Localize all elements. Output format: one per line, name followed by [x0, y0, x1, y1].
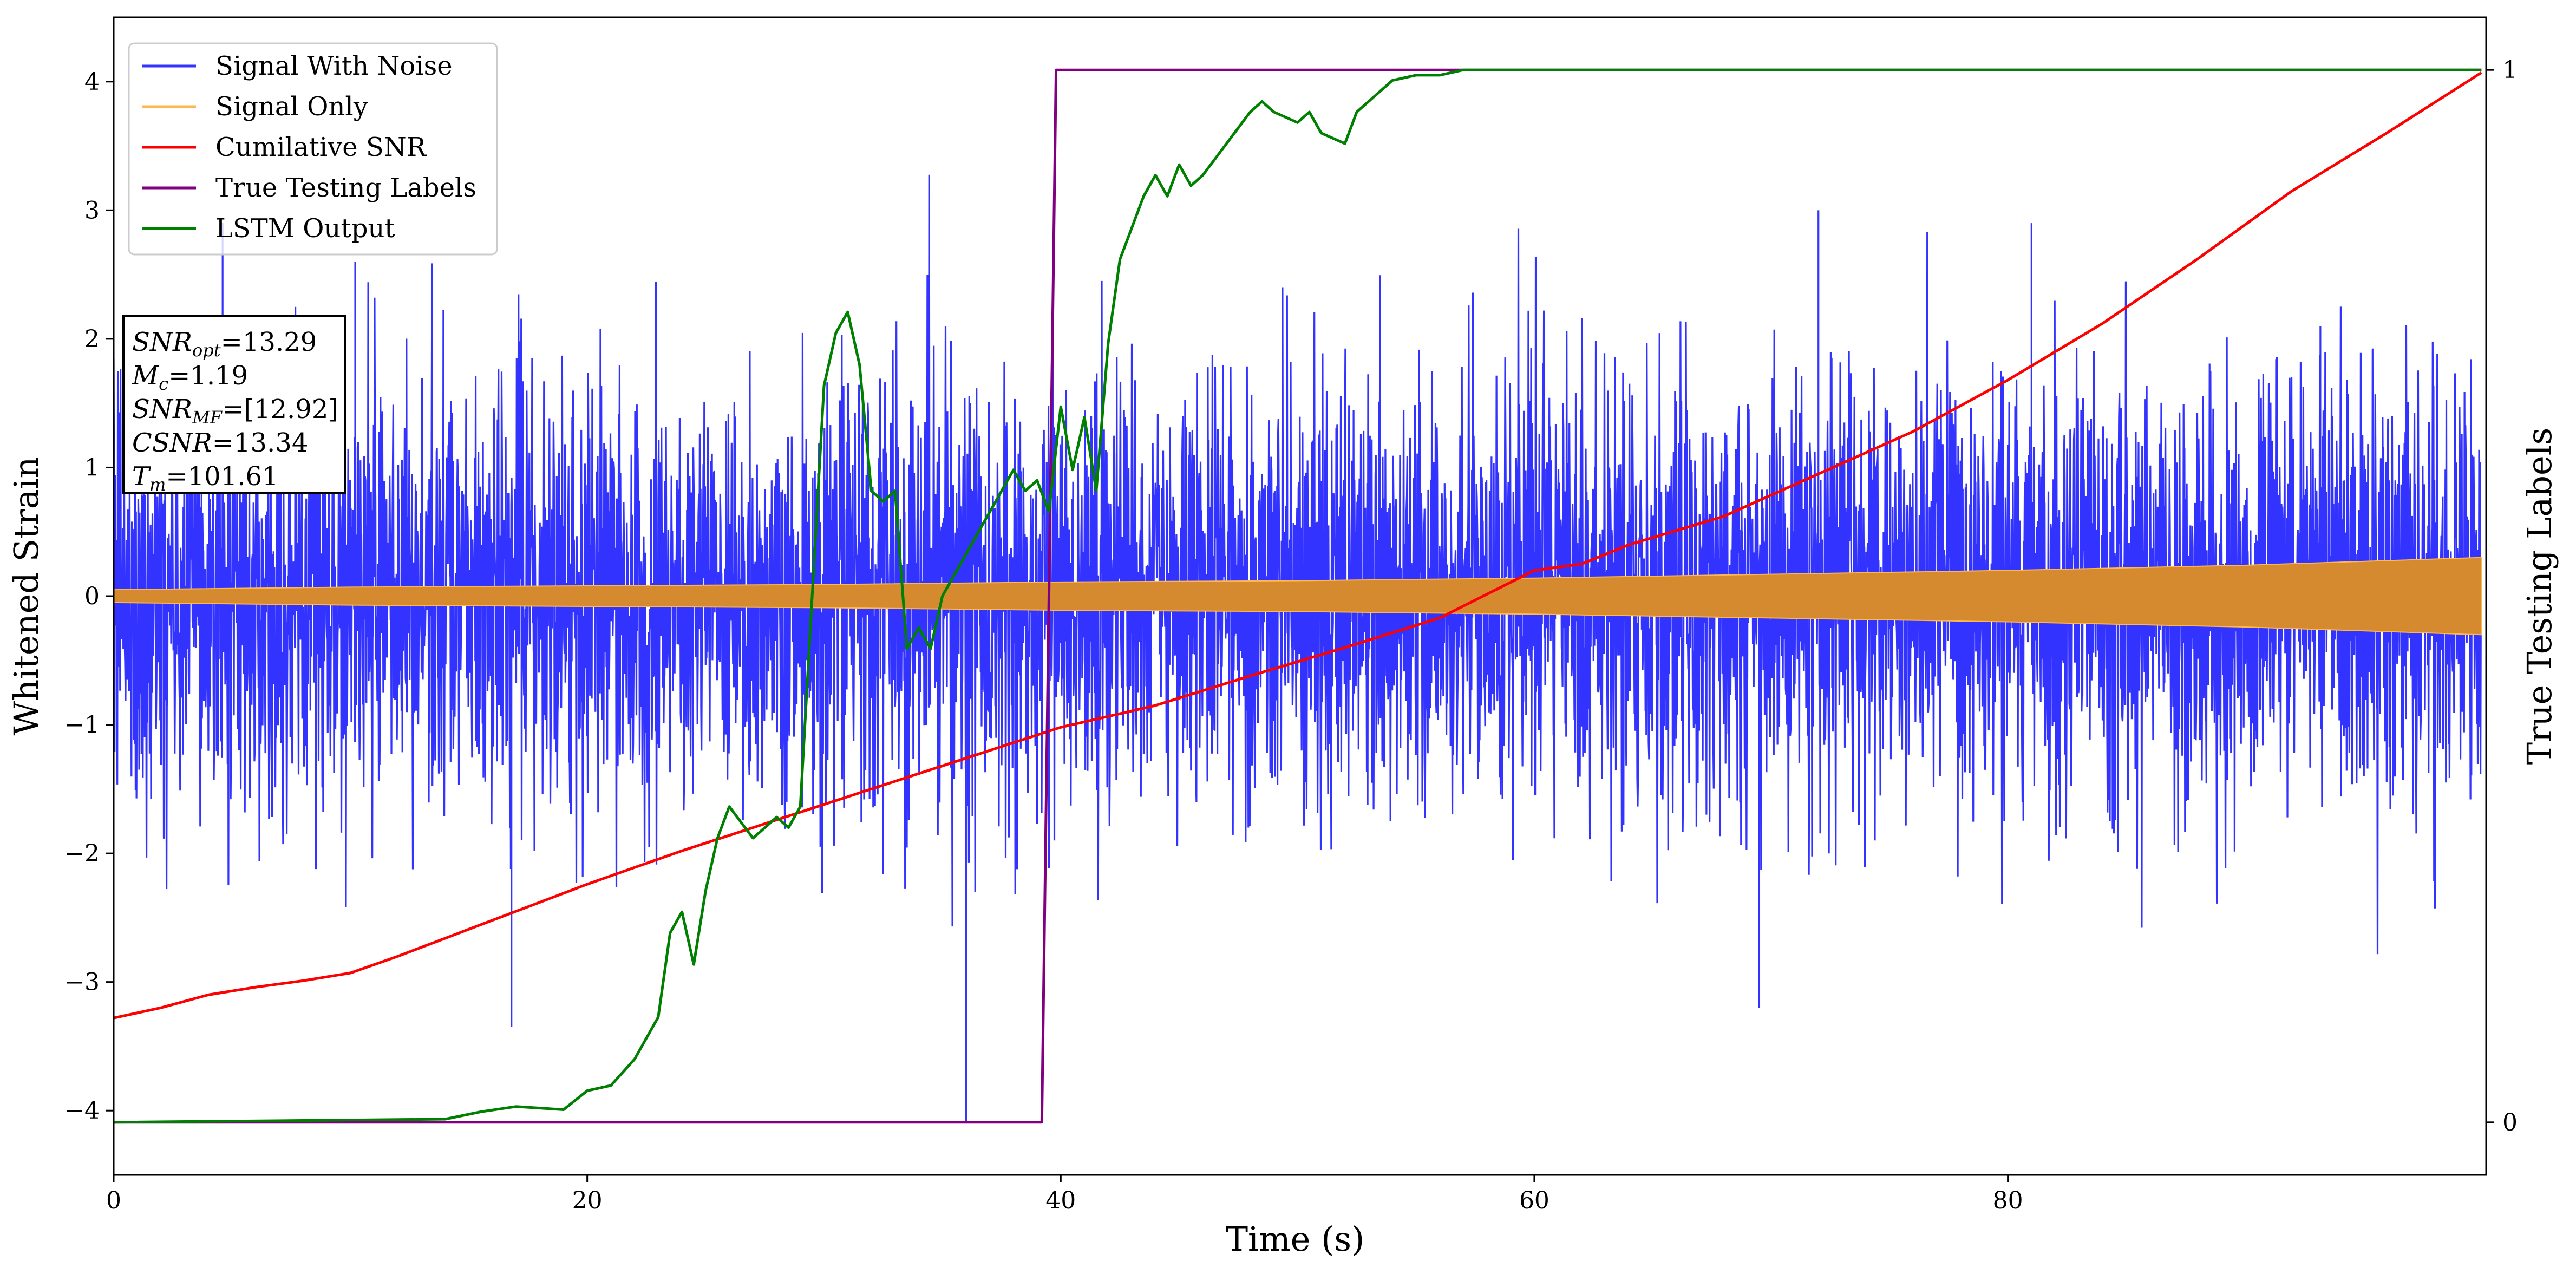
info-box: SNRopt=13.29 Mc=1.19 SNRMF=[12.92] CSNR=…: [122, 315, 346, 495]
lstm-output-series: [114, 68, 2482, 1124]
svg-text:Signal Only: Signal Only: [215, 92, 368, 122]
legend-item-signal-only: Signal Only: [142, 92, 368, 122]
svg-text:Cumilative SNR: Cumilative SNR: [215, 132, 427, 162]
info-chirp-mass: Mc=1.19: [132, 361, 248, 394]
y-tick-label: −2: [64, 840, 100, 867]
cumulative-snr-series: [114, 71, 2482, 1020]
y-tick-label: −4: [64, 1097, 100, 1125]
y2-axis-ticks: 01: [2486, 56, 2518, 1136]
info-box-frame: [122, 315, 346, 494]
y2-tick-label: 0: [2502, 1109, 2518, 1136]
y-tick-label: 1: [84, 454, 100, 481]
svg-text:True Testing Labels: True Testing Labels: [215, 173, 476, 203]
legend-item-true-testing-labels: True Testing Labels: [142, 173, 476, 203]
legend-frame: [128, 42, 498, 256]
x-tick-label: 60: [1519, 1187, 1549, 1214]
legend-item-signal-with-noise: Signal With Noise: [142, 51, 453, 81]
y-tick-label: 3: [84, 197, 100, 224]
x-axis-title: Time (s): [1226, 1219, 1365, 1259]
y-tick-label: 0: [84, 583, 100, 610]
cumulative-snr-line: [114, 71, 2482, 1020]
legend-item-lstm-output: LSTM Output: [142, 213, 395, 244]
plot-area: [114, 68, 2482, 1124]
svg-text:Signal With Noise: Signal With Noise: [215, 51, 453, 81]
legend-item-cumulative-snr: Cumilative SNR: [142, 132, 427, 162]
info-merger-time: Tm=101.61: [132, 461, 279, 495]
x-tick-label: 40: [1045, 1187, 1076, 1214]
y-axis-title: Whitened Strain: [6, 457, 46, 736]
y2-tick-label: 1: [2502, 56, 2518, 84]
signal-with-noise-series: [114, 174, 2482, 1121]
info-snr-opt: SNRopt=13.29: [132, 327, 317, 361]
legend: Signal With Noise Signal Only Cumilative…: [128, 42, 498, 256]
y-axis-ticks: −4 −3 −2 −1 0 1 2 3 4: [64, 68, 114, 1125]
signal-with-noise-line: [114, 174, 2482, 955]
y-tick-label: −1: [64, 711, 100, 739]
signal-only-series: [114, 557, 2482, 636]
x-tick-label: 20: [572, 1187, 603, 1214]
y-tick-label: 4: [84, 68, 100, 96]
x-tick-label: 0: [106, 1187, 121, 1214]
info-csnr: CSNR=13.34: [132, 428, 308, 458]
svg-text:LSTM Output: LSTM Output: [215, 213, 395, 244]
signal-only-band: [114, 557, 2482, 636]
y-tick-label: −3: [64, 969, 100, 996]
lstm-output-line: [114, 68, 2482, 1124]
x-axis-ticks: 0 20 40 60 80: [106, 1175, 2023, 1214]
x-tick-label: 80: [1993, 1187, 2023, 1214]
y-tick-label: 2: [84, 325, 100, 353]
info-snr-mf: SNRMF=[12.92]: [132, 394, 338, 428]
y2-axis-title: True Testing Labels: [2520, 428, 2559, 765]
